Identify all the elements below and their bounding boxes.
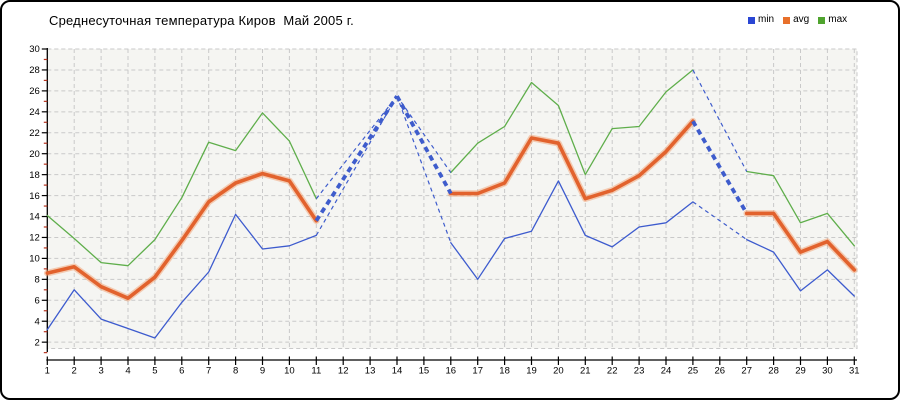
y-tick-label: 28	[29, 65, 40, 76]
chart-legend: min avg max	[748, 15, 847, 25]
y-tick-label: 6	[35, 295, 40, 306]
x-tick-label: 16	[446, 366, 457, 377]
y-tick-label: 10	[29, 254, 40, 265]
series-avg-gap-line	[691, 120, 749, 215]
series-min-line	[46, 213, 317, 339]
x-tick-label: 6	[179, 366, 184, 377]
series-avg-gap-line	[314, 95, 399, 222]
x-tick-label: 13	[365, 366, 376, 377]
x-tick-label: 27	[741, 366, 752, 377]
x-tick-label: 9	[260, 366, 265, 377]
y-tick-label: 2	[35, 337, 40, 348]
x-tick-label: 2	[72, 366, 77, 377]
chart-title: Среднесуточная температура Киров Май 200…	[49, 13, 354, 28]
series-max-gap-line	[396, 95, 452, 173]
y-tick-label: 16	[29, 191, 40, 202]
series-avg-line	[448, 119, 695, 201]
x-tick-label: 17	[472, 366, 483, 377]
x-tick-label: 20	[553, 366, 564, 377]
series-avg-line	[744, 211, 857, 272]
y-tick-label: 14	[29, 212, 40, 223]
x-tick-label: 29	[795, 366, 806, 377]
series-min-line	[450, 180, 694, 280]
x-tick-label: 26	[715, 366, 726, 377]
x-tick-label: 23	[634, 366, 645, 377]
legend-swatch-min	[748, 16, 755, 24]
y-tick-label: 4	[35, 316, 40, 327]
series-max-line	[450, 69, 694, 176]
series-min-line	[746, 238, 855, 297]
y-tick-label: 26	[29, 86, 40, 97]
x-tick-label: 30	[822, 366, 833, 377]
x-tick-label: 18	[499, 366, 510, 377]
x-axis-ticks: 1 2 3 4 5 6 7 8 9 10 11 12 13 14 15 16 17 18 19 20 21 22 23 24 2…	[45, 356, 860, 377]
y-tick-label: 30	[29, 44, 40, 55]
legend-item-max: max	[818, 15, 847, 25]
legend-item-min: min	[748, 15, 774, 25]
y-tick-label: 20	[29, 149, 40, 160]
x-tick-label: 24	[661, 366, 672, 377]
x-tick-label: 4	[125, 366, 130, 377]
x-tick-label: 15	[419, 366, 430, 377]
y-tick-label: 12	[29, 233, 40, 244]
x-tick-label: 31	[849, 366, 860, 377]
x-tick-label: 21	[580, 366, 591, 377]
x-tick-label: 12	[338, 366, 349, 377]
y-tick-label: 8	[35, 275, 40, 286]
legend-label-avg: avg	[793, 14, 810, 25]
series-avg-line	[45, 171, 319, 301]
x-tick-label: 11	[311, 366, 321, 377]
legend-item-avg: avg	[783, 15, 809, 25]
x-tick-label: 5	[152, 366, 157, 377]
x-tick-label: 28	[768, 366, 779, 377]
plot-area	[46, 48, 858, 349]
x-tick-label: 8	[233, 366, 238, 377]
series-avg-gap-line	[395, 95, 453, 195]
y-tick-label: 18	[29, 170, 40, 181]
series-max-line	[746, 170, 855, 247]
legend-label-max: max	[828, 14, 848, 25]
x-tick-label: 10	[284, 366, 295, 377]
series-max-line	[46, 112, 317, 267]
y-tick-label: 24	[29, 107, 40, 118]
x-tick-label: 7	[206, 366, 211, 377]
x-tick-label: 19	[526, 366, 537, 377]
x-tick-label: 22	[607, 366, 618, 377]
x-tick-label: 25	[688, 366, 699, 377]
series-min-gap-line	[692, 201, 748, 241]
x-tick-label: 1	[45, 366, 50, 377]
legend-label-min: min	[758, 14, 775, 25]
legend-swatch-avg	[783, 16, 791, 24]
series-max-gap-line	[315, 95, 398, 200]
y-tick-label: 22	[29, 128, 40, 139]
x-tick-label: 14	[392, 366, 403, 377]
legend-swatch-max	[818, 16, 826, 24]
x-tick-label: 3	[98, 366, 103, 377]
series-min-gap-line	[396, 95, 452, 243]
